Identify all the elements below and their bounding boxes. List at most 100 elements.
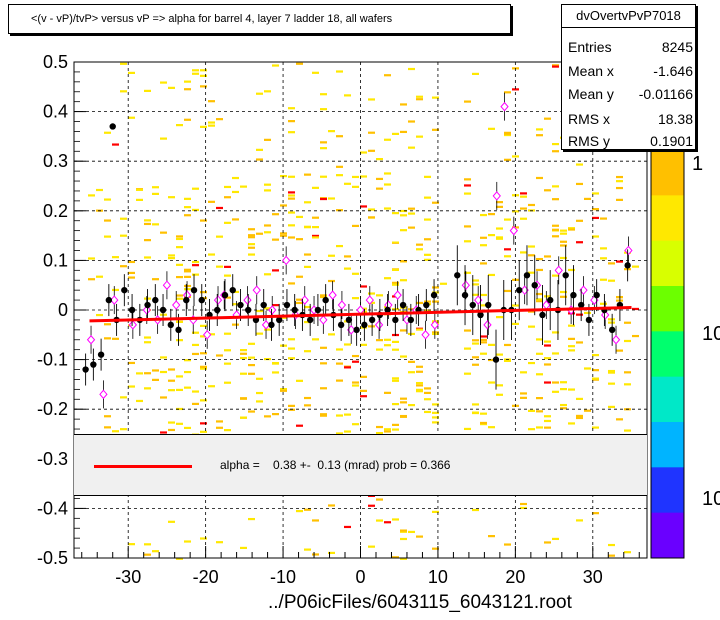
histogram-cell bbox=[392, 241, 399, 244]
histogram-cell bbox=[192, 69, 199, 72]
histogram-cell bbox=[392, 132, 399, 136]
histogram-cell bbox=[520, 502, 527, 506]
spread-marker bbox=[128, 320, 138, 330]
histogram-cell bbox=[184, 540, 191, 543]
histogram-cell bbox=[240, 185, 247, 188]
histogram-cell bbox=[416, 243, 423, 246]
histogram-cell bbox=[392, 402, 399, 406]
histogram-cell bbox=[168, 257, 175, 260]
histogram-cell bbox=[288, 404, 295, 407]
histogram-cell bbox=[536, 373, 543, 376]
histogram-cell bbox=[504, 359, 511, 362]
stats-label: Mean x bbox=[568, 63, 614, 79]
histogram-cell bbox=[416, 135, 423, 138]
histogram-cell bbox=[216, 354, 223, 357]
histogram-cell bbox=[328, 333, 335, 336]
histogram-cell bbox=[120, 428, 127, 431]
histogram-cell bbox=[280, 316, 287, 319]
mean-marker bbox=[585, 316, 593, 324]
histogram-cell bbox=[288, 175, 295, 178]
spread-marker bbox=[268, 305, 277, 315]
histogram-cell bbox=[552, 537, 559, 541]
histogram-cell bbox=[112, 337, 119, 340]
histogram-cell bbox=[576, 163, 583, 166]
histogram-cell bbox=[184, 214, 191, 217]
mean-marker bbox=[97, 351, 105, 358]
histogram-cell bbox=[264, 224, 271, 227]
histogram-cell bbox=[488, 426, 495, 429]
histogram-cell bbox=[240, 546, 247, 550]
histogram-cell bbox=[472, 403, 479, 406]
histogram-cell bbox=[128, 116, 135, 119]
mean-marker bbox=[283, 301, 291, 309]
histogram-cell bbox=[336, 414, 343, 417]
histogram-cell bbox=[344, 413, 351, 416]
histogram-cell bbox=[320, 413, 327, 416]
histogram-cell bbox=[600, 302, 607, 305]
histogram-cell bbox=[88, 257, 95, 260]
histogram-cell bbox=[432, 411, 439, 414]
spread-marker bbox=[261, 320, 271, 330]
histogram-cell bbox=[400, 415, 407, 418]
histogram-cell bbox=[544, 541, 551, 544]
histogram-cell bbox=[352, 175, 359, 179]
histogram-cell bbox=[480, 352, 487, 355]
histogram-cell bbox=[336, 379, 343, 382]
histogram-cell bbox=[384, 338, 391, 341]
histogram-cell bbox=[384, 428, 391, 431]
histogram-cell bbox=[368, 325, 375, 328]
histogram-cell bbox=[288, 191, 295, 194]
histogram-cell bbox=[360, 285, 367, 288]
histogram-cell bbox=[184, 386, 191, 389]
histogram-cell bbox=[616, 180, 623, 183]
histogram-cell bbox=[552, 65, 559, 68]
histogram-cell bbox=[200, 367, 207, 370]
histogram-cell bbox=[264, 138, 271, 141]
histogram-cell bbox=[280, 232, 287, 235]
histogram-cell bbox=[208, 253, 215, 256]
histogram-cell bbox=[248, 372, 255, 375]
mean-marker bbox=[384, 306, 391, 314]
histogram-cell bbox=[600, 278, 607, 281]
histogram-cell bbox=[296, 424, 303, 427]
histogram-cell bbox=[256, 309, 263, 313]
y-tick-label: 0.3 bbox=[43, 151, 68, 171]
histogram-cell bbox=[560, 407, 567, 410]
mean-marker bbox=[353, 326, 360, 334]
histogram-cell bbox=[312, 236, 319, 239]
histogram-cell bbox=[288, 224, 295, 227]
histogram-cell bbox=[568, 268, 575, 272]
histogram-cell bbox=[528, 254, 535, 257]
palette-segment bbox=[651, 286, 684, 332]
histogram-cell bbox=[136, 198, 143, 201]
histogram-cell bbox=[256, 400, 263, 403]
histogram-cell bbox=[96, 275, 103, 278]
histogram-cell bbox=[544, 255, 551, 258]
spread-marker bbox=[203, 330, 212, 340]
histogram-cell bbox=[400, 397, 407, 400]
histogram-cell bbox=[144, 387, 151, 390]
stats-row-rms-x: RMS x 18.38 bbox=[568, 108, 693, 130]
palette-segment bbox=[651, 467, 684, 514]
histogram-cell bbox=[320, 346, 327, 349]
histogram-cell bbox=[552, 185, 559, 188]
histogram-cell bbox=[408, 212, 415, 215]
histogram-cell bbox=[192, 343, 199, 347]
histogram-cell bbox=[592, 208, 599, 211]
histogram-cell bbox=[320, 141, 327, 144]
mean-marker bbox=[461, 291, 469, 299]
histogram-cell bbox=[288, 197, 295, 200]
histogram-cell bbox=[384, 183, 391, 186]
histogram-cell bbox=[584, 367, 591, 370]
histogram-cell bbox=[224, 196, 231, 199]
histogram-cell bbox=[240, 356, 247, 360]
histogram-cell bbox=[200, 422, 207, 425]
histogram-cell bbox=[312, 216, 319, 219]
histogram-cell bbox=[208, 200, 215, 203]
histogram-cell bbox=[400, 530, 407, 533]
histogram-cell bbox=[144, 372, 151, 375]
histogram-cell bbox=[248, 253, 255, 256]
spread-marker bbox=[213, 295, 223, 305]
histogram-cell bbox=[216, 265, 223, 268]
histogram-cell bbox=[432, 416, 439, 419]
